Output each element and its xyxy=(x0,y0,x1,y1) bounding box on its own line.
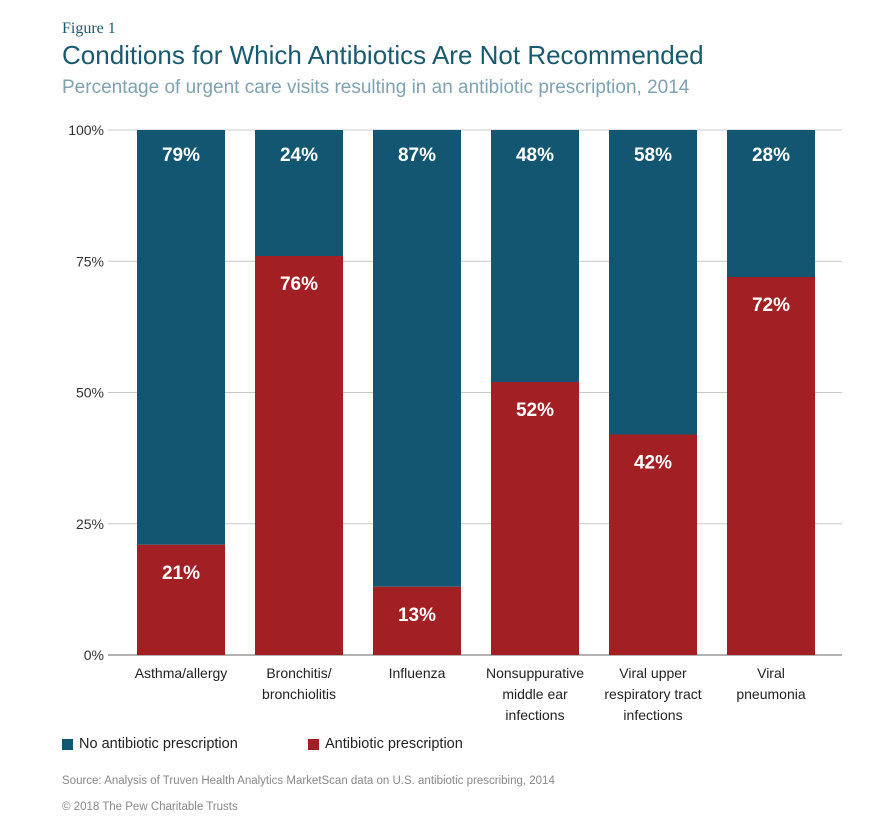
bar-segment-no-antibiotic xyxy=(255,130,343,256)
x-tick-label: Influenza xyxy=(389,665,446,681)
chart-title: Conditions for Which Antibiotics Are Not… xyxy=(62,40,704,70)
bar-segment-no-antibiotic xyxy=(373,130,461,587)
data-label-no-antibiotic: 87% xyxy=(398,145,436,166)
x-tick-label: Viral upper xyxy=(619,665,687,681)
chart-subtitle: Percentage of urgent care visits resulti… xyxy=(62,77,690,98)
x-tick-label: pneumonia xyxy=(736,686,805,702)
y-tick-label: 75% xyxy=(76,253,104,269)
data-label-antibiotic: 52% xyxy=(516,400,554,421)
y-tick-label: 50% xyxy=(76,385,104,401)
data-label-no-antibiotic: 48% xyxy=(516,145,554,166)
copyright-note: © 2018 The Pew Charitable Trusts xyxy=(62,801,238,813)
bar-segment-no-antibiotic xyxy=(609,130,697,435)
bar-segment-antibiotic xyxy=(373,586,461,655)
data-label-no-antibiotic: 79% xyxy=(162,145,200,166)
bar-segment-antibiotic xyxy=(491,382,579,655)
data-label-antibiotic: 42% xyxy=(634,453,672,474)
legend-swatch-antibiotic xyxy=(308,738,319,750)
y-tick-label: 25% xyxy=(76,516,104,532)
bar-segment-antibiotic xyxy=(255,256,343,655)
x-tick-label: Asthma/allergy xyxy=(135,665,228,681)
legend-label-no-antibiotic: No antibiotic prescription xyxy=(79,736,238,752)
bar-segment-no-antibiotic xyxy=(727,130,815,277)
source-note: Source: Analysis of Truven Health Analyt… xyxy=(62,775,555,787)
figure-label: Figure 1 xyxy=(62,20,116,37)
x-tick-label: infections xyxy=(505,707,564,723)
data-label-antibiotic: 21% xyxy=(162,563,200,584)
x-tick-label: middle ear xyxy=(502,686,568,702)
x-tick-label: infections xyxy=(623,707,682,723)
y-tick-label: 0% xyxy=(84,647,104,663)
stacked-bar-chart: 0% 25% 50% 75% 100% 79% 21% Asthma/allergy 24% 76… xyxy=(68,122,842,723)
data-label-antibiotic: 13% xyxy=(398,605,436,626)
bar-segment-antibiotic xyxy=(609,434,697,655)
data-label-antibiotic: 72% xyxy=(752,295,790,316)
x-tick-label: bronchiolitis xyxy=(262,686,336,702)
x-tick-label: respiratory tract xyxy=(604,686,701,702)
legend-label-antibiotic: Antibiotic prescription xyxy=(325,736,463,752)
bar-segment-antibiotic xyxy=(727,277,815,655)
x-tick-label: Bronchitis/ xyxy=(266,665,331,681)
data-label-no-antibiotic: 24% xyxy=(280,145,318,166)
bar-segment-no-antibiotic xyxy=(137,130,225,545)
legend-item-no-antibiotic: No antibiotic prescription xyxy=(62,736,238,752)
data-label-no-antibiotic: 58% xyxy=(634,145,672,166)
x-tick-label: Viral xyxy=(757,665,785,681)
legend-item-antibiotic: Antibiotic prescription xyxy=(308,736,463,752)
x-tick-label: Nonsuppurative xyxy=(486,665,584,681)
legend-swatch-no-antibiotic xyxy=(62,738,73,750)
bar-segment-no-antibiotic xyxy=(491,130,579,382)
y-tick-label: 100% xyxy=(68,122,104,138)
data-label-antibiotic: 76% xyxy=(280,274,318,295)
data-label-no-antibiotic: 28% xyxy=(752,145,790,166)
bar-segment-antibiotic xyxy=(137,544,225,655)
